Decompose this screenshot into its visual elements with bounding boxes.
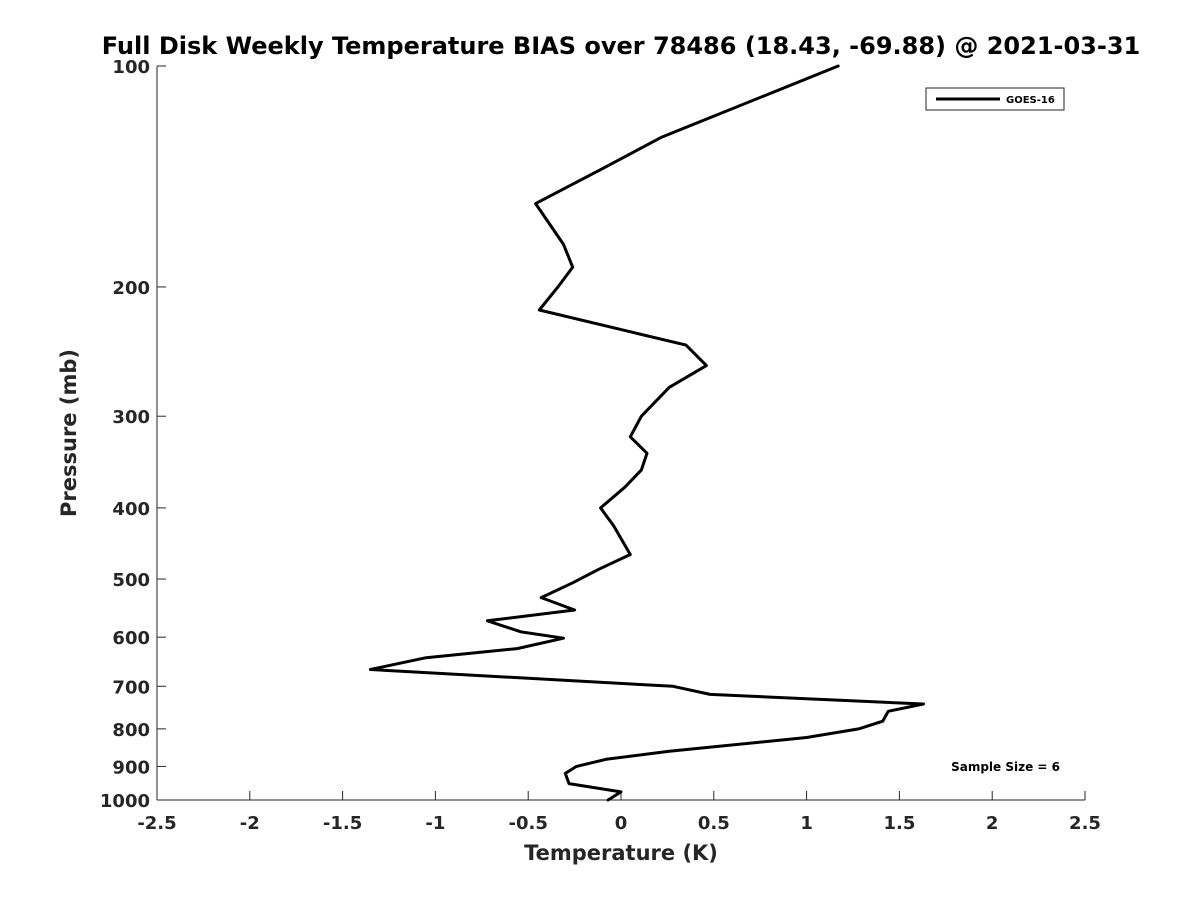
x-tick-label: -2.5 — [137, 813, 176, 834]
x-tick-label: -2 — [240, 813, 260, 834]
y-tick-label: 800 — [112, 720, 150, 741]
y-tick-label: 200 — [112, 278, 150, 299]
x-axis-label: Temperature (K) — [524, 841, 718, 865]
x-tick-label: 0.5 — [698, 813, 730, 834]
y-tick-label: 400 — [112, 499, 150, 520]
x-tick-label: 1 — [800, 813, 813, 834]
y-tick-label: 300 — [112, 407, 150, 428]
y-ticks: 100 200 300 400 500 600 700 800 900 1000 — [100, 57, 166, 812]
y-tick-label: 700 — [112, 677, 150, 698]
x-tick-label: 2 — [986, 813, 999, 834]
y-tick-label: 900 — [112, 757, 150, 778]
chart-title: Full Disk Weekly Temperature BIAS over 7… — [102, 32, 1141, 60]
sample-size-annotation: Sample Size = 6 — [951, 760, 1060, 774]
x-tick-label: -1 — [425, 813, 445, 834]
y-axis-label: Pressure (mb) — [57, 349, 81, 517]
y-tick-label: 1000 — [100, 791, 150, 812]
x-tick-label: 0 — [615, 813, 628, 834]
x-tick-label: -0.5 — [509, 813, 548, 834]
series-group — [368, 64, 925, 802]
x-tick-label: -1.5 — [323, 813, 362, 834]
y-tick-label: 100 — [112, 57, 150, 78]
legend-label-goes-16: GOES-16 — [1006, 95, 1055, 106]
y-tick-label: 600 — [112, 628, 150, 649]
x-tick-label: 1.5 — [883, 813, 915, 834]
legend: GOES-16 — [925, 87, 1065, 111]
series-line-goes-16 — [368, 64, 925, 802]
y-tick-label: 500 — [112, 570, 150, 591]
x-tick-label: 2.5 — [1069, 813, 1101, 834]
x-ticks: -2.5 -2 -1.5 -1 -0.5 0 0.5 1 1.5 2 2.5 — [137, 791, 1101, 834]
